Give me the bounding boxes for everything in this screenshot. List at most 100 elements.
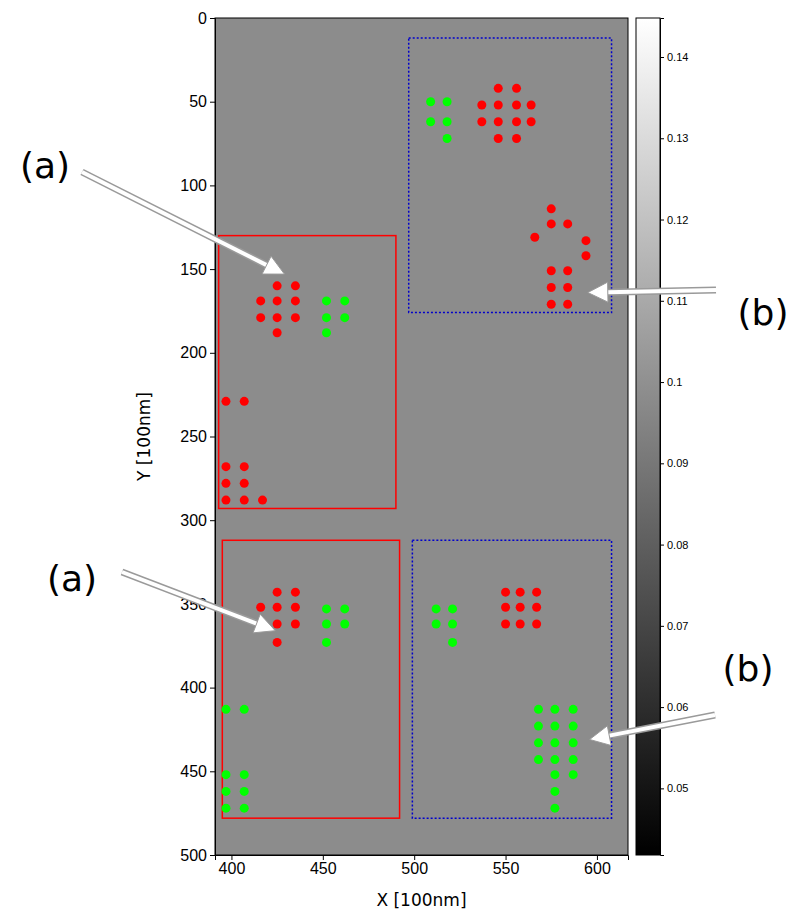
arrow-head xyxy=(590,726,612,746)
point xyxy=(322,638,331,647)
point xyxy=(547,219,556,228)
point xyxy=(501,603,510,612)
arrow-shaft xyxy=(609,715,715,736)
tick-mark xyxy=(660,382,664,383)
tick: 500 xyxy=(401,855,428,877)
point xyxy=(563,219,572,228)
point xyxy=(448,619,457,628)
tick-label: 0.1 xyxy=(667,376,682,388)
tick-label: 0.14 xyxy=(667,51,688,63)
point xyxy=(534,722,543,731)
point xyxy=(240,705,249,714)
arrow xyxy=(588,282,716,302)
series xyxy=(221,97,577,812)
point xyxy=(501,619,510,628)
point xyxy=(256,313,265,322)
annotation-label: (b) xyxy=(723,648,774,689)
point xyxy=(534,755,543,764)
tick-mark xyxy=(210,688,215,689)
tick-label: 0.13 xyxy=(667,132,688,144)
point xyxy=(273,328,282,337)
arrow xyxy=(122,572,275,633)
tick: 450 xyxy=(310,855,337,877)
point xyxy=(240,787,249,796)
point xyxy=(340,296,349,305)
tick: 0.11 xyxy=(660,295,688,307)
tick-label: 0.05 xyxy=(667,782,688,794)
point xyxy=(240,462,249,471)
point xyxy=(534,705,543,714)
point xyxy=(563,300,572,309)
point xyxy=(443,134,452,143)
arrow-shadow xyxy=(608,290,716,292)
point xyxy=(563,266,572,275)
tick-mark xyxy=(660,788,664,789)
tick-mark xyxy=(210,855,215,856)
tick-label: 500 xyxy=(180,847,207,864)
point xyxy=(581,236,590,245)
point xyxy=(550,804,559,813)
point xyxy=(426,97,435,106)
tick-label: 100 xyxy=(180,177,207,194)
annotation-label: (a) xyxy=(20,145,70,186)
chart: 4004505005506000501001502002503003504004… xyxy=(0,0,804,919)
region xyxy=(222,540,399,818)
point xyxy=(532,603,541,612)
tick: 0.05 xyxy=(660,782,688,794)
point xyxy=(273,603,282,612)
point xyxy=(547,300,556,309)
point xyxy=(443,97,452,106)
plot-background xyxy=(215,18,628,855)
tick: 450 xyxy=(180,763,215,780)
point xyxy=(221,496,230,505)
arrow-shadow xyxy=(122,572,257,624)
point xyxy=(477,101,486,110)
point xyxy=(340,619,349,628)
tick: 0.13 xyxy=(660,132,688,144)
tick: 400 xyxy=(219,855,246,877)
arrow-shaft xyxy=(82,172,267,265)
point xyxy=(291,313,300,322)
tick-mark xyxy=(210,437,215,438)
plot-frame xyxy=(215,18,628,855)
point xyxy=(432,619,441,628)
tick-mark xyxy=(506,855,507,860)
point xyxy=(240,479,249,488)
tick-mark xyxy=(210,771,215,772)
point xyxy=(291,603,300,612)
point xyxy=(221,462,230,471)
point xyxy=(322,296,331,305)
point xyxy=(240,770,249,779)
point xyxy=(534,738,543,747)
point xyxy=(221,479,230,488)
point xyxy=(527,117,536,126)
tick: 550 xyxy=(493,855,520,877)
point xyxy=(432,604,441,613)
point xyxy=(501,588,510,597)
point xyxy=(273,619,282,628)
tick-mark xyxy=(660,138,664,139)
point xyxy=(322,619,331,628)
region xyxy=(412,540,611,818)
point xyxy=(273,313,282,322)
point xyxy=(221,705,230,714)
point xyxy=(512,117,521,126)
point xyxy=(291,296,300,305)
tick: 0.07 xyxy=(660,620,688,632)
arrow-shadow xyxy=(609,715,715,736)
point xyxy=(569,770,578,779)
tick-mark xyxy=(210,520,215,521)
point xyxy=(273,281,282,290)
tick: 600 xyxy=(584,855,611,877)
point xyxy=(516,588,525,597)
point xyxy=(516,603,525,612)
point xyxy=(340,604,349,613)
region xyxy=(409,38,612,313)
arrow-shaft xyxy=(608,290,716,292)
point xyxy=(532,588,541,597)
point xyxy=(273,296,282,305)
tick-mark xyxy=(597,855,598,860)
point xyxy=(221,787,230,796)
point xyxy=(550,770,559,779)
point xyxy=(494,84,503,93)
